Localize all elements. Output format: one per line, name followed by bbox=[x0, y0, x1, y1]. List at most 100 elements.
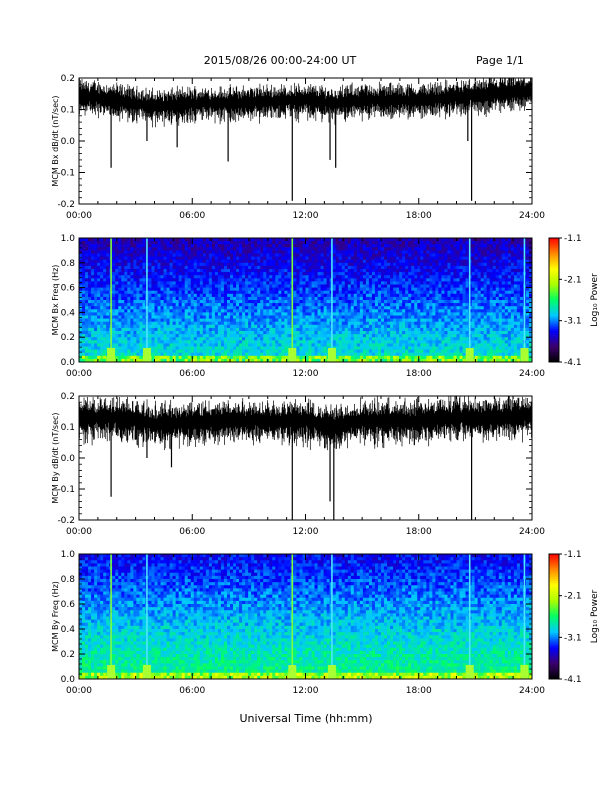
spectrogram-cell bbox=[269, 278, 273, 282]
spectrogram-cell bbox=[299, 284, 303, 288]
spectrogram-cell bbox=[377, 269, 382, 273]
spectrogram-cell bbox=[326, 256, 330, 260]
spectrogram-cell bbox=[399, 321, 403, 326]
spectrogram-cell bbox=[208, 265, 213, 270]
spectrogram-cell bbox=[233, 269, 237, 273]
spectrogram-cell bbox=[139, 303, 143, 307]
spectrogram-cell bbox=[384, 296, 388, 301]
spectrogram-cell bbox=[199, 284, 204, 288]
spectrogram-cell bbox=[462, 306, 466, 310]
spectrogram-cell bbox=[88, 284, 92, 288]
spectrogram-cell bbox=[453, 244, 457, 248]
spectrogram-cell bbox=[199, 259, 204, 264]
spectrogram-cell bbox=[374, 331, 379, 335]
spectrogram-cell bbox=[151, 300, 155, 304]
spectrogram-cell bbox=[242, 272, 246, 276]
spectrogram-cell bbox=[118, 309, 122, 313]
spectrogram-cell bbox=[133, 315, 137, 319]
spectrogram-cell bbox=[359, 306, 364, 310]
spectrogram-cell bbox=[236, 247, 240, 251]
spectrogram-cell bbox=[519, 238, 524, 242]
spectrogram-cell bbox=[528, 312, 533, 316]
spectrogram-cell bbox=[377, 300, 382, 304]
spectrogram-cell bbox=[205, 259, 210, 264]
spectrogram-cell bbox=[402, 244, 406, 248]
spectrogram-cell bbox=[245, 324, 249, 329]
spectrogram-cell bbox=[338, 259, 343, 264]
spectrogram-cell bbox=[320, 253, 324, 257]
spectrogram-cell bbox=[317, 262, 321, 267]
spectrogram-cell bbox=[377, 253, 382, 257]
spectrogram-cell bbox=[371, 250, 376, 254]
spectrogram-cell bbox=[239, 278, 243, 282]
spectrogram-cell bbox=[365, 331, 370, 335]
spectrogram-cell bbox=[495, 331, 500, 335]
spectrogram-cell bbox=[465, 247, 469, 251]
spectrogram-cell bbox=[118, 337, 122, 341]
spectrogram-cell bbox=[239, 284, 243, 288]
spectrogram-cell bbox=[483, 256, 487, 260]
spectrogram-cell bbox=[205, 238, 210, 242]
spectrogram-cell bbox=[462, 303, 466, 307]
spectrogram-cell bbox=[335, 303, 340, 307]
spectrogram-cell bbox=[462, 275, 466, 279]
spectrogram-cell bbox=[118, 250, 122, 254]
spectrogram-cell bbox=[399, 250, 403, 254]
spectrogram-cell bbox=[184, 327, 189, 332]
spectrogram-cell bbox=[196, 327, 201, 332]
spectrogram-cell bbox=[230, 269, 234, 273]
spectrogram-cell bbox=[368, 324, 373, 329]
spectrogram-cell bbox=[245, 253, 249, 257]
spectrogram-cell bbox=[387, 247, 391, 251]
spectrogram-cell bbox=[85, 287, 89, 291]
spectrogram-cell bbox=[462, 284, 466, 288]
spectrogram-cell bbox=[513, 327, 518, 332]
spectrogram-cell bbox=[148, 287, 152, 291]
spectrogram-cell bbox=[208, 262, 213, 267]
spectrogram-cell bbox=[272, 278, 276, 282]
spectrogram-cell bbox=[356, 321, 361, 326]
spectrogram-cell bbox=[314, 247, 318, 251]
spectrogram-cell bbox=[492, 275, 497, 279]
spectrogram-cell bbox=[504, 250, 509, 254]
spectrogram-cell bbox=[501, 278, 506, 282]
spectrogram-cell bbox=[414, 259, 418, 264]
spectrogram-cell bbox=[211, 281, 216, 285]
spectrogram-cell bbox=[97, 250, 101, 254]
spectrogram-cell bbox=[513, 300, 518, 304]
spectrogram-cell bbox=[233, 321, 237, 326]
spectrogram-cell bbox=[260, 315, 264, 319]
spectrogram-cell bbox=[127, 334, 131, 338]
spectrogram-cell bbox=[88, 331, 92, 335]
spectrogram-cell bbox=[528, 284, 533, 288]
spectrogram-cell bbox=[489, 331, 494, 335]
spectrogram-cell bbox=[127, 290, 131, 295]
spectrogram-cell bbox=[332, 278, 336, 282]
spectrogram-cell bbox=[353, 259, 358, 264]
spectrogram-cell bbox=[359, 284, 364, 288]
spectrogram-cell bbox=[103, 238, 107, 242]
spectrogram-cell bbox=[402, 247, 406, 251]
spectrogram-cell bbox=[323, 296, 327, 301]
spectrogram-cell bbox=[405, 281, 409, 285]
spectrogram-cell bbox=[528, 256, 533, 260]
spectrogram-cell bbox=[269, 284, 273, 288]
spectrogram-cell bbox=[492, 269, 497, 273]
spectrogram-cell bbox=[220, 290, 225, 295]
spectrogram-cell bbox=[163, 296, 167, 301]
spectrogram-cell bbox=[136, 300, 140, 304]
spectrogram-cell bbox=[405, 275, 409, 279]
spectrogram-cell bbox=[127, 331, 131, 335]
spectrogram-cell bbox=[462, 334, 466, 338]
spectrogram-cell bbox=[248, 303, 252, 307]
spectrogram-cell bbox=[414, 296, 418, 301]
spectrogram-cell bbox=[480, 306, 484, 310]
spectrogram-cell bbox=[106, 256, 110, 260]
spectrogram-cell bbox=[489, 334, 494, 338]
spectrogram-cell bbox=[507, 272, 512, 276]
spectrogram-cell bbox=[384, 309, 388, 313]
spectrogram-cell bbox=[245, 262, 249, 267]
spectrogram-cell bbox=[371, 300, 376, 304]
spectrogram-cell bbox=[396, 278, 400, 282]
spectrogram-cell bbox=[296, 287, 300, 291]
